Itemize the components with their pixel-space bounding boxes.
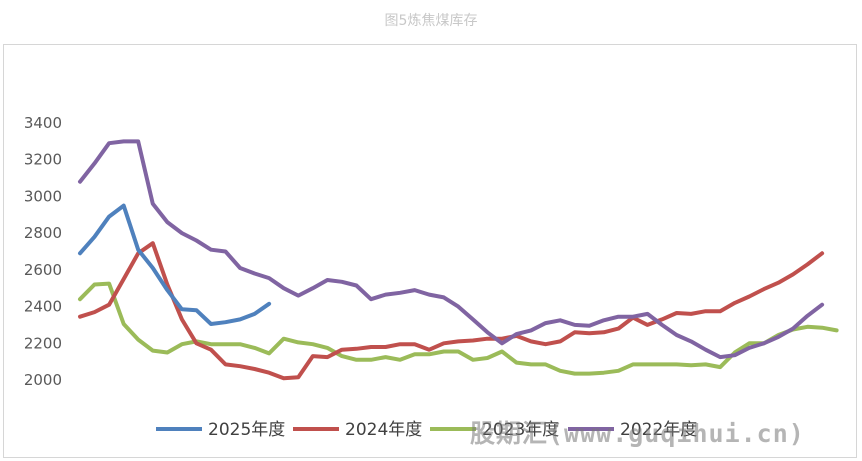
series-line-2022年度 — [78, 139, 825, 360]
legend-label: 2022年度 — [620, 420, 697, 440]
y-tick-label: 2000 — [24, 371, 62, 389]
chart-frame — [3, 44, 857, 458]
y-tick-label: 2600 — [24, 261, 62, 279]
y-tick-label: 2400 — [24, 298, 62, 316]
legend: 2025年度 2024年度 2023年度 2022年度 — [156, 420, 697, 440]
y-axis: 2000 2200 2400 2600 2800 3000 3200 3400 — [24, 114, 62, 389]
y-tick-label: 2200 — [24, 334, 62, 352]
watermark: 股期汇(www.guqihui.cn) — [470, 419, 805, 448]
y-tick-label: 3400 — [24, 114, 62, 132]
y-tick-label: 3000 — [24, 187, 62, 205]
series-line-2024年度 — [78, 241, 825, 381]
legend-label: 2023年度 — [482, 420, 559, 440]
legend-label: 2025年度 — [208, 420, 285, 440]
y-tick-label: 2800 — [24, 224, 62, 242]
y-tick-label: 3200 — [24, 151, 62, 169]
chart-title: 图5炼焦煤库存 — [384, 13, 478, 29]
legend-label: 2024年度 — [345, 420, 422, 440]
series-line-2025年度 — [78, 203, 272, 326]
series-lines — [78, 139, 839, 381]
series-line-2023年度 — [78, 281, 839, 376]
